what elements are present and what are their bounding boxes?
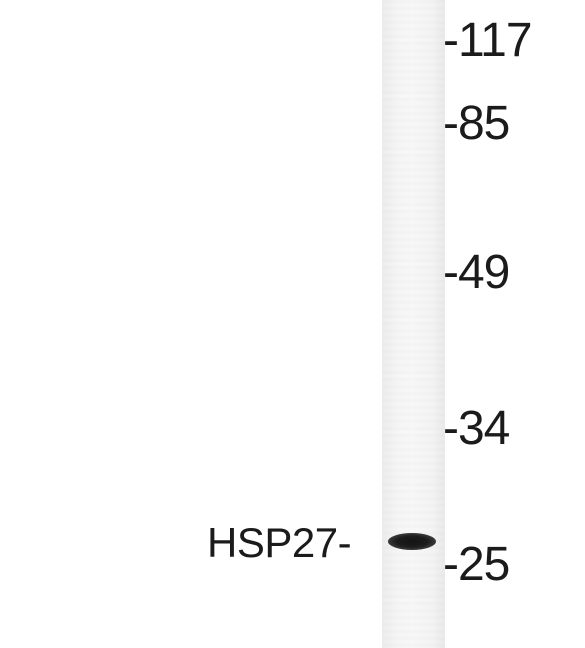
band-label: HSP27- — [207, 519, 352, 566]
mw-marker-34: -34 — [443, 402, 510, 455]
mw-marker-85: -85 — [443, 97, 510, 150]
mw-marker-117: -117 — [443, 14, 533, 67]
blot-lane — [382, 0, 445, 648]
protein-band — [388, 533, 436, 550]
mw-marker-25: -25 — [443, 538, 510, 591]
mw-marker-49: -49 — [443, 246, 510, 299]
